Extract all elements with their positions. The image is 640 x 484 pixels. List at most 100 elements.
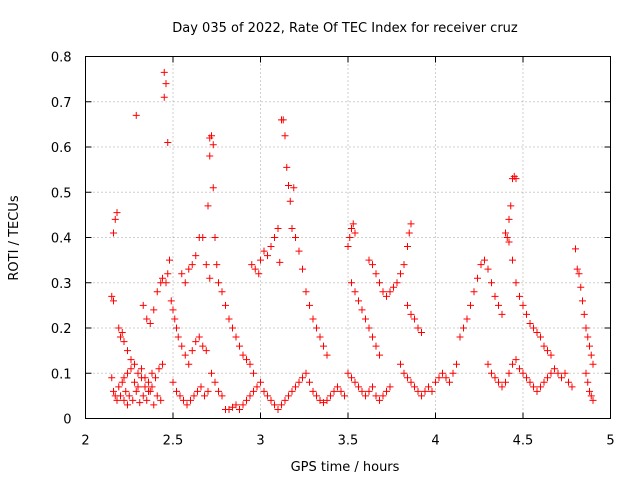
data-point: [540, 378, 548, 386]
data-point: [164, 270, 172, 278]
data-point: [201, 392, 208, 400]
data-point: [526, 319, 534, 327]
data-point: [351, 378, 359, 386]
data-point: [390, 283, 397, 291]
y-tick-label: 0.7: [51, 96, 72, 111]
x-tick-label: 3.5: [338, 434, 359, 449]
data-point: [411, 383, 418, 391]
data-point: [150, 401, 158, 409]
data-point: [407, 378, 415, 386]
data-point: [346, 234, 354, 241]
data-point: [260, 247, 268, 255]
data-point: [173, 387, 180, 395]
data-point: [512, 356, 520, 364]
data-point: [404, 243, 411, 251]
data-point: [204, 387, 212, 395]
data-point: [271, 401, 278, 409]
chart-title: Day 035 of 2022, Rate Of TEC Index for r…: [172, 21, 518, 36]
data-point: [222, 301, 229, 309]
data-point: [281, 396, 289, 404]
data-point: [369, 383, 376, 391]
data-point: [239, 401, 247, 409]
data-point: [134, 383, 142, 391]
x-tick-label: 2: [81, 434, 89, 449]
data-point: [180, 396, 187, 404]
data-point: [509, 360, 516, 368]
data-point: [348, 374, 355, 382]
data-point: [349, 220, 357, 228]
data-point: [164, 138, 172, 146]
data-point: [213, 261, 221, 269]
data-point: [376, 279, 383, 287]
data-point: [229, 324, 236, 332]
data-point: [586, 342, 593, 350]
data-point: [232, 333, 240, 341]
data-point: [456, 333, 464, 341]
data-point: [405, 229, 413, 237]
data-point: [589, 360, 597, 368]
y-tick-label: 0.3: [51, 277, 72, 292]
data-point: [251, 265, 259, 273]
data-point: [309, 315, 317, 323]
data-point: [372, 392, 380, 400]
data-point: [209, 141, 217, 149]
data-point: [383, 292, 390, 300]
data-point: [584, 378, 592, 386]
data-point: [428, 387, 436, 395]
data-point: [400, 369, 408, 377]
data-point: [239, 351, 247, 359]
data-point: [110, 387, 117, 395]
data-point: [108, 374, 116, 382]
data-point: [302, 369, 310, 377]
data-point: [131, 378, 138, 386]
data-point: [351, 229, 359, 237]
data-point: [145, 378, 152, 386]
data-point: [355, 297, 362, 305]
data-point: [167, 297, 175, 305]
data-point: [334, 383, 341, 391]
data-point: [365, 324, 373, 332]
data-point: [526, 378, 534, 386]
data-point: [160, 93, 168, 101]
data-point: [523, 310, 530, 318]
data-point: [453, 360, 460, 368]
data-point: [295, 378, 303, 386]
data-point: [474, 274, 481, 282]
data-point: [178, 270, 186, 278]
data-point: [136, 399, 144, 407]
y-tick-label: 0.6: [51, 141, 72, 156]
data-point: [400, 261, 408, 269]
data-point: [323, 396, 331, 404]
data-point: [411, 315, 418, 323]
data-point: [351, 288, 359, 296]
data-point: [572, 245, 579, 253]
data-point: [523, 374, 530, 382]
data-point: [169, 378, 177, 386]
data-point: [446, 378, 453, 386]
data-point: [148, 383, 156, 391]
data-point: [470, 288, 478, 296]
data-point: [512, 279, 520, 287]
data-point: [264, 252, 271, 260]
data-point: [488, 369, 495, 377]
data-point: [407, 220, 415, 228]
data-point: [117, 333, 124, 341]
data-point: [141, 383, 149, 391]
data-point: [386, 288, 394, 296]
data-point: [127, 356, 135, 364]
data-point: [484, 265, 492, 273]
data-point: [316, 333, 324, 341]
points-layer: [108, 68, 597, 413]
data-point: [274, 405, 282, 413]
data-point: [516, 365, 523, 373]
data-point: [124, 369, 131, 377]
data-point: [348, 279, 355, 287]
data-point: [178, 342, 186, 350]
data-point: [206, 274, 214, 282]
data-point: [299, 374, 306, 382]
data-point: [248, 261, 256, 269]
data-point: [313, 324, 320, 332]
data-point: [372, 342, 380, 350]
data-point: [565, 378, 572, 386]
data-point: [537, 383, 544, 391]
